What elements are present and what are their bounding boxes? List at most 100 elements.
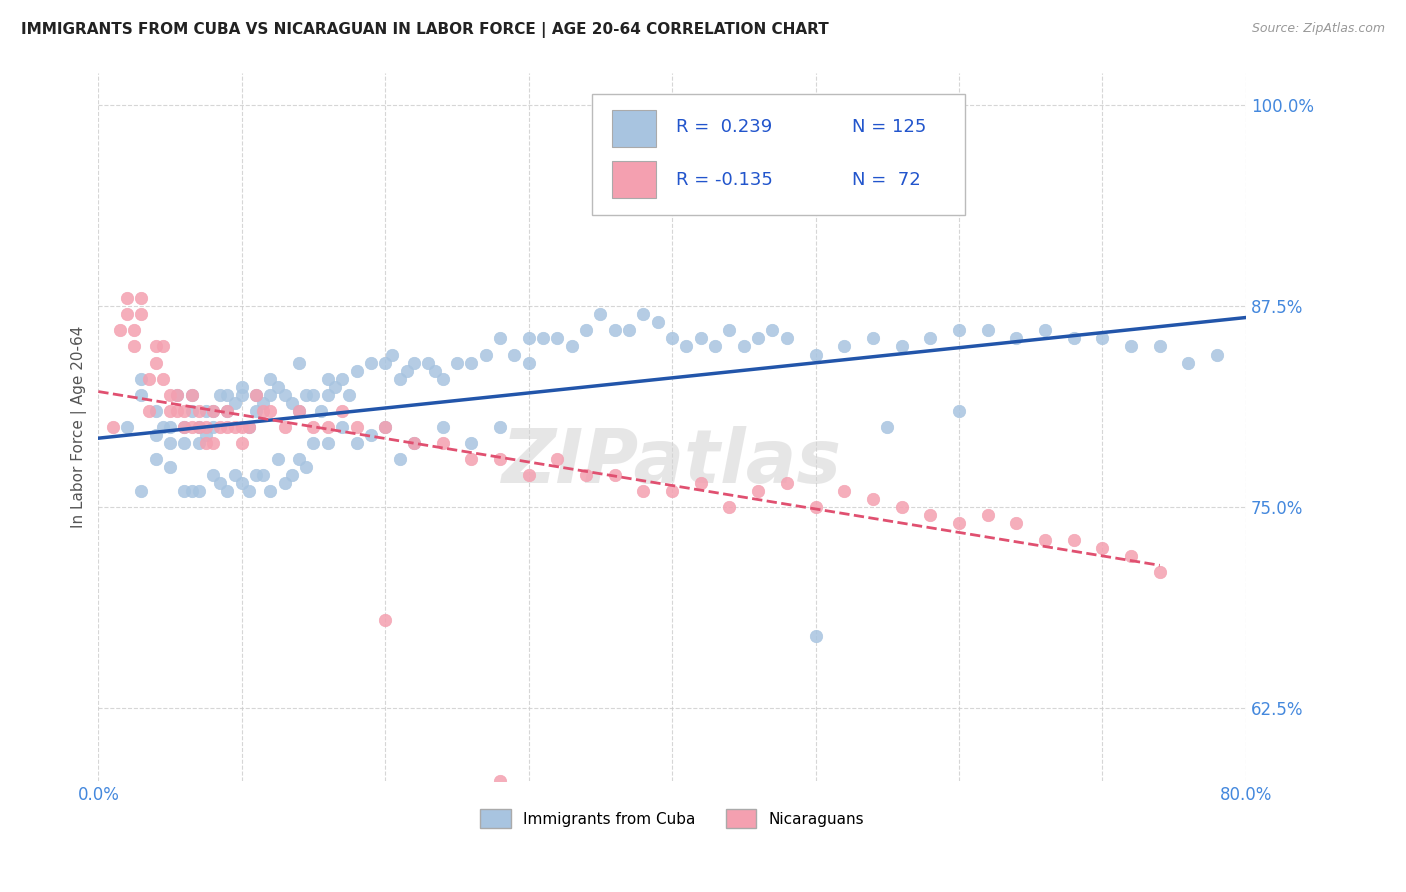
Point	[180, 388, 202, 402]
Point	[131, 484, 153, 499]
Text: N = 125: N = 125	[852, 119, 927, 136]
Point	[776, 476, 799, 491]
Point	[517, 468, 540, 483]
Point	[187, 436, 209, 450]
Point	[288, 452, 311, 467]
Point	[173, 420, 195, 434]
Point	[460, 436, 482, 450]
Point	[517, 355, 540, 369]
Point	[330, 372, 353, 386]
Point	[862, 492, 884, 507]
FancyBboxPatch shape	[592, 95, 965, 215]
Point	[180, 420, 202, 434]
Point	[388, 452, 411, 467]
Point	[217, 404, 239, 418]
Point	[920, 508, 942, 523]
Point	[661, 484, 683, 499]
Point	[187, 420, 209, 434]
Y-axis label: In Labor Force | Age 20-64: In Labor Force | Age 20-64	[72, 326, 87, 528]
Point	[152, 420, 174, 434]
Point	[180, 388, 202, 402]
Point	[217, 388, 239, 402]
Point	[166, 404, 188, 418]
Point	[948, 516, 970, 531]
Point	[489, 420, 512, 434]
Point	[1033, 533, 1056, 547]
Point	[309, 404, 332, 418]
Point	[316, 372, 339, 386]
Point	[776, 331, 799, 345]
Point	[474, 347, 496, 361]
Point	[217, 404, 239, 418]
Legend: Immigrants from Cuba, Nicaraguans: Immigrants from Cuba, Nicaraguans	[474, 803, 870, 834]
Point	[131, 291, 153, 305]
Point	[561, 339, 583, 353]
Point	[546, 452, 568, 467]
Point	[187, 484, 209, 499]
Point	[231, 476, 253, 491]
Point	[489, 452, 512, 467]
Point	[1119, 339, 1142, 353]
Point	[603, 323, 626, 337]
Point	[259, 404, 281, 418]
Point	[274, 388, 297, 402]
Text: IMMIGRANTS FROM CUBA VS NICARAGUAN IN LABOR FORCE | AGE 20-64 CORRELATION CHART: IMMIGRANTS FROM CUBA VS NICARAGUAN IN LA…	[21, 22, 830, 38]
Point	[187, 404, 209, 418]
Point	[173, 420, 195, 434]
Point	[194, 428, 217, 442]
Point	[489, 773, 512, 788]
Bar	[613, 161, 657, 198]
Point	[337, 388, 360, 402]
Point	[145, 355, 167, 369]
Point	[395, 363, 418, 377]
Text: Source: ZipAtlas.com: Source: ZipAtlas.com	[1251, 22, 1385, 36]
Point	[159, 404, 181, 418]
Point	[316, 420, 339, 434]
Point	[546, 331, 568, 345]
Point	[374, 420, 396, 434]
Point	[603, 468, 626, 483]
Point	[259, 388, 281, 402]
Point	[202, 420, 225, 434]
Point	[281, 468, 304, 483]
Point	[1149, 565, 1171, 579]
Point	[138, 372, 160, 386]
Point	[804, 347, 827, 361]
Point	[374, 420, 396, 434]
Point	[288, 404, 311, 418]
Point	[238, 420, 260, 434]
Point	[633, 484, 655, 499]
Point	[152, 372, 174, 386]
Point	[890, 339, 912, 353]
Point	[231, 436, 253, 450]
Point	[1005, 516, 1028, 531]
Point	[238, 420, 260, 434]
Point	[876, 420, 898, 434]
Point	[266, 452, 288, 467]
Point	[274, 476, 297, 491]
Point	[689, 476, 711, 491]
Point	[704, 339, 727, 353]
Point	[330, 420, 353, 434]
Point	[633, 307, 655, 321]
Point	[252, 396, 274, 410]
Point	[920, 331, 942, 345]
Point	[217, 484, 239, 499]
Point	[1149, 339, 1171, 353]
Point	[718, 323, 741, 337]
Point	[330, 404, 353, 418]
Point	[122, 323, 145, 337]
Text: R = -0.135: R = -0.135	[675, 171, 772, 189]
Point	[1063, 331, 1085, 345]
Point	[503, 347, 526, 361]
Point	[360, 428, 382, 442]
Point	[517, 331, 540, 345]
Point	[804, 500, 827, 515]
Point	[323, 380, 346, 394]
Point	[432, 420, 454, 434]
Point	[302, 388, 325, 402]
Point	[360, 355, 382, 369]
Point	[832, 339, 855, 353]
Point	[302, 420, 325, 434]
Point	[1005, 331, 1028, 345]
